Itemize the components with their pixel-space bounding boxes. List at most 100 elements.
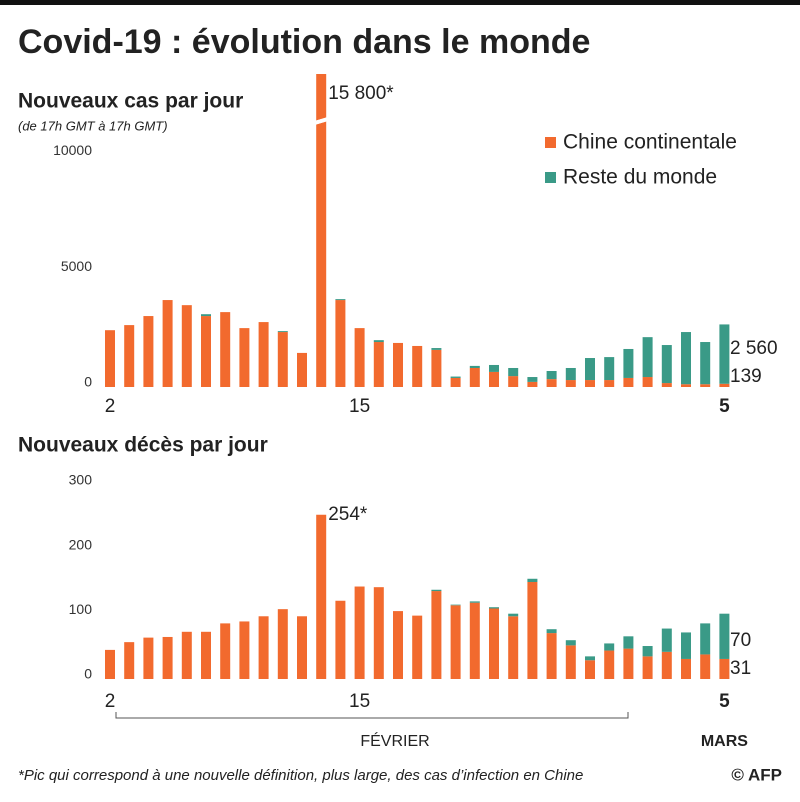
bar-segment [642,337,653,378]
bar-segment [489,608,499,679]
bar-segment [585,660,595,679]
x-tick-label: 15 [349,396,370,417]
legend-label: Chine continentale [563,131,737,154]
bar-segment [546,371,557,380]
y-tick-label: 300 [69,472,93,488]
bar-segment [508,376,519,387]
bar-segment [431,349,442,387]
bar-segment [373,342,384,387]
bar-segment [681,384,691,387]
bar-segment [604,380,615,387]
y-tick-label: 10000 [53,142,92,158]
bar-segment [527,582,538,679]
chart-title: Nouveaux décès par jour [18,434,268,457]
value-label: 15 800* [328,83,394,104]
bar-segment [239,621,250,679]
bar-segment [623,348,634,378]
bar-segment [604,357,615,381]
bar-segment [450,377,461,387]
bar-segment [469,601,480,603]
bar-segment [681,658,691,679]
bar-segment [201,314,211,317]
legend-swatch [545,172,556,183]
bar-segment [546,633,557,679]
bar-segment [623,636,634,649]
bar-segment [546,379,557,387]
bar-segment [642,646,653,657]
bar-segment [585,380,595,387]
bar-segment [431,589,442,592]
bar-segment [585,358,595,381]
bar-segment [412,345,423,387]
bar-segment [181,631,192,679]
bar-segment [220,623,231,679]
bar-segment [277,331,288,333]
x-tick-label: 2 [105,691,116,712]
y-tick-label: 5000 [61,258,92,274]
legend-swatch [545,137,556,148]
bar-segment [469,602,480,679]
x-tick-label: 5 [719,396,730,417]
value-label: 70 [730,630,751,651]
bar-segment [335,300,346,387]
bar-segment [642,656,653,679]
footnote: *Pic qui correspond à une nouvelle défin… [18,767,583,784]
bar-segment [681,332,691,385]
bar-segment [393,342,403,387]
bar-segment [124,642,135,679]
bar-segment [143,316,154,387]
bar-segment [335,600,346,679]
bar-segment [527,381,538,387]
bar-segment [316,74,327,387]
bar-segment [508,367,519,377]
bar-segment [469,365,480,368]
bar-segment [431,348,442,350]
y-tick-label: 200 [69,536,93,552]
bar-segment [162,636,173,679]
bar-segment [527,578,538,582]
bar-segment [162,300,173,387]
bar-segment [642,377,653,387]
value-label: 31 [730,658,751,679]
bar-segment [105,649,115,679]
bar-segment [373,340,384,343]
value-label: 254* [328,504,368,525]
bar-segment [258,322,269,387]
bar-segment [258,616,269,679]
bar-segment [335,299,346,301]
bar-segment [297,352,307,387]
bar-segment [565,380,576,387]
bar-segment [681,632,691,659]
bar-segment [508,616,519,679]
bar-segment [354,586,365,679]
bar-segment [661,651,672,679]
bar-segment [220,312,231,387]
bar-segment [719,324,730,384]
bar-segment [623,648,634,679]
bar-segment [143,637,154,679]
bar-segment [277,609,288,679]
page-title: Covid-19 : évolution dans le monde [18,23,590,61]
bar-segment [201,316,211,387]
bar-segment [719,383,730,387]
month-label: FÉVRIER [360,731,429,750]
bar-segment [489,607,499,609]
bar-segment [105,330,115,387]
bar-segment [124,325,135,387]
bar-segment [450,604,461,606]
bar-segment [565,367,576,381]
bar-segment [661,628,672,652]
bar-segment [565,640,576,646]
bar-segment [623,377,634,387]
bar-segment [450,605,461,679]
y-tick-label: 0 [84,666,92,682]
bar-segment [316,514,327,679]
x-tick-label: 2 [105,396,116,417]
bar-segment [239,328,250,387]
bar-segment [431,591,442,679]
bar-segment [565,645,576,679]
bar-segment [201,631,211,679]
chart-title: Nouveaux cas par jour [18,90,243,113]
